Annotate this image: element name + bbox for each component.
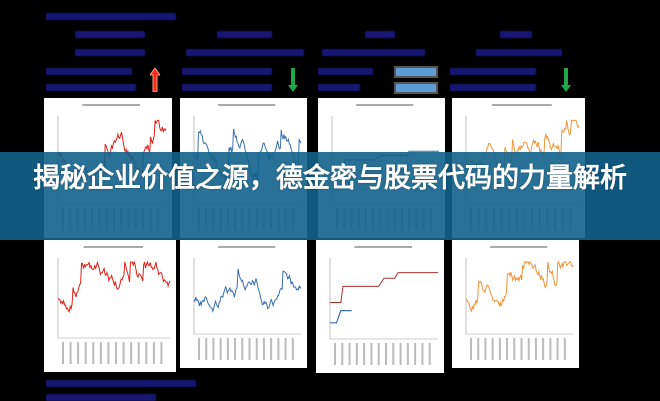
chart-panel-5 <box>44 240 176 372</box>
tick-label <box>115 342 117 364</box>
legend <box>218 246 276 248</box>
tick-label <box>219 338 222 360</box>
tick-label <box>428 343 431 365</box>
chart-panel-7 <box>316 240 444 373</box>
tick-label <box>77 342 80 364</box>
tick-label <box>549 338 552 360</box>
series-line <box>330 272 438 304</box>
series-line <box>193 268 302 313</box>
tick-label <box>277 338 280 360</box>
page-title: 揭秘企业价值之源，德金密与股票代码的力量解析 <box>33 163 627 194</box>
tick-label <box>205 338 208 360</box>
tick-label <box>137 342 140 364</box>
tick-label <box>348 343 351 365</box>
legend <box>354 246 412 248</box>
tick-label <box>241 338 244 360</box>
tick-label <box>370 343 373 365</box>
tick-label <box>212 338 215 360</box>
tick-label <box>334 343 336 365</box>
tick-label <box>255 338 258 360</box>
legend <box>356 104 414 106</box>
tick-label <box>377 343 380 365</box>
legend <box>491 104 552 106</box>
tick-label <box>542 338 545 360</box>
chart-axis <box>465 258 573 335</box>
arrow-down-icon <box>288 68 298 92</box>
tick-label <box>270 338 273 360</box>
chart-axis <box>193 258 301 335</box>
tick-label <box>291 338 294 360</box>
tick-label <box>341 343 344 365</box>
chart-axis <box>57 258 170 339</box>
tick-label <box>498 338 501 360</box>
tick-label <box>152 342 155 364</box>
tick-label <box>262 338 265 360</box>
tick-label <box>506 338 509 360</box>
legend <box>82 104 140 106</box>
title-banner <box>0 152 660 240</box>
tick-label <box>491 338 494 360</box>
tick-label <box>107 342 110 364</box>
tick-label <box>234 338 237 360</box>
tick-label <box>145 342 148 364</box>
tick-label <box>284 338 287 360</box>
legend <box>83 246 143 248</box>
tick-label <box>62 342 64 364</box>
chart-panel-6 <box>180 240 307 368</box>
series-line <box>330 310 352 324</box>
tick-label <box>198 338 200 360</box>
tick-label <box>99 342 102 364</box>
series-line <box>57 260 171 313</box>
legend <box>490 246 548 248</box>
tick-label <box>406 343 409 365</box>
tick-label <box>392 343 395 365</box>
tick-label <box>92 342 95 364</box>
arrow-down-icon <box>561 68 571 92</box>
tick-label <box>563 338 566 360</box>
tick-label <box>399 343 402 365</box>
tick-label <box>414 343 417 365</box>
tick-label <box>385 343 387 365</box>
tick-label <box>520 338 523 360</box>
tick-label <box>513 338 516 360</box>
tick-label <box>556 338 559 360</box>
tick-label <box>527 338 530 360</box>
tick-label <box>160 342 163 364</box>
tick-label <box>248 338 251 360</box>
tick-label <box>477 338 480 360</box>
tick-label <box>421 343 424 365</box>
tick-label <box>226 338 229 360</box>
chart-panel-8 <box>452 240 579 368</box>
tick-label <box>355 343 358 365</box>
series-line <box>465 260 574 313</box>
tick-label <box>122 342 125 364</box>
tick-label <box>84 342 87 364</box>
arrow-up-icon <box>150 68 160 92</box>
legend <box>218 104 276 106</box>
tick-label <box>69 342 72 364</box>
tick-label <box>470 338 472 360</box>
tick-label <box>534 338 537 360</box>
tick-label <box>130 342 133 364</box>
chart-axis <box>329 258 438 340</box>
tick-label <box>363 343 366 365</box>
tick-label <box>484 338 487 360</box>
